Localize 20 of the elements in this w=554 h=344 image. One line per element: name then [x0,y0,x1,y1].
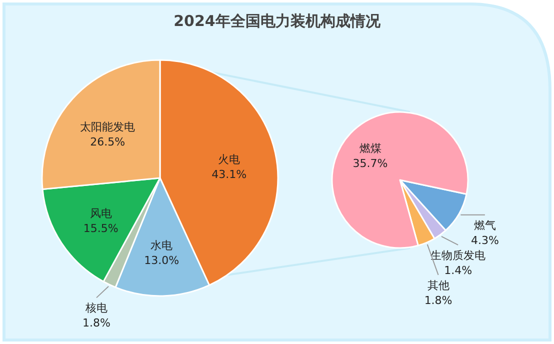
slice-label: 燃气 [474,218,496,232]
chart-title: 2024年全国电力装机构成情况 [174,12,382,30]
data-label: 1.4% [444,264,472,277]
slice-label: 燃煤 [359,142,382,156]
slice-label: 风电 [90,207,112,220]
data-label: 43.1% [212,168,247,181]
data-label: 13.0% [144,254,180,267]
data-label: 1.8% [424,294,452,307]
slice-label: 生物质发电 [430,248,486,262]
data-label: 26.5% [90,135,126,148]
data-label: 35.7% [352,157,388,170]
slice-label: 太阳能发电 [80,120,136,134]
slice-label: 核电 [84,302,108,315]
slice-label: 水电 [150,238,173,252]
slice-label: 其他 [427,278,450,292]
data-label: 15.5% [83,222,118,235]
data-label: 1.8% [82,316,110,330]
data-label: 4.3% [470,234,499,247]
slice-label: 火电 [218,152,240,166]
pie-slice [331,111,469,249]
